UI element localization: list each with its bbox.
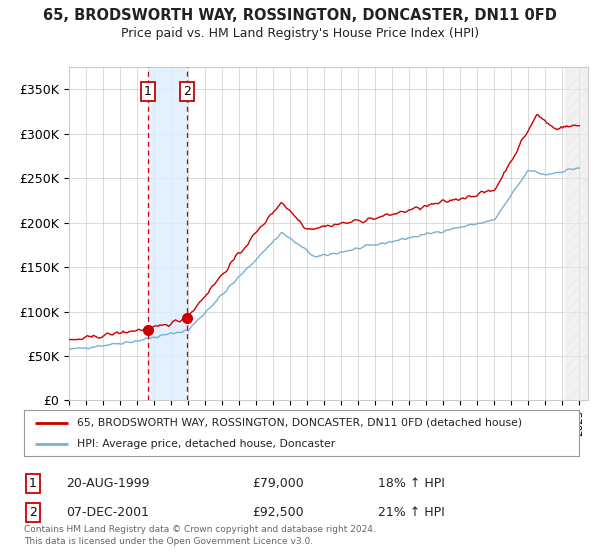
Text: 07-DEC-2001: 07-DEC-2001 bbox=[66, 506, 149, 519]
Text: £92,500: £92,500 bbox=[252, 506, 304, 519]
Text: 65, BRODSWORTH WAY, ROSSINGTON, DONCASTER, DN11 0FD (detached house): 65, BRODSWORTH WAY, ROSSINGTON, DONCASTE… bbox=[77, 418, 522, 428]
Text: £79,000: £79,000 bbox=[252, 477, 304, 490]
Text: 1: 1 bbox=[144, 85, 152, 97]
Bar bbox=[565, 67, 588, 400]
Text: 2: 2 bbox=[29, 506, 37, 519]
Text: 1: 1 bbox=[29, 477, 37, 490]
Text: HPI: Average price, detached house, Doncaster: HPI: Average price, detached house, Donc… bbox=[77, 439, 335, 449]
Text: 2: 2 bbox=[183, 85, 191, 97]
Text: 18% ↑ HPI: 18% ↑ HPI bbox=[378, 477, 445, 490]
Text: 65, BRODSWORTH WAY, ROSSINGTON, DONCASTER, DN11 0FD: 65, BRODSWORTH WAY, ROSSINGTON, DONCASTE… bbox=[43, 8, 557, 24]
Text: 20-AUG-1999: 20-AUG-1999 bbox=[66, 477, 149, 490]
Bar bbox=[148, 67, 187, 400]
Text: Contains HM Land Registry data © Crown copyright and database right 2024.
This d: Contains HM Land Registry data © Crown c… bbox=[24, 525, 376, 546]
Text: Price paid vs. HM Land Registry's House Price Index (HPI): Price paid vs. HM Land Registry's House … bbox=[121, 27, 479, 40]
Text: 21% ↑ HPI: 21% ↑ HPI bbox=[378, 506, 445, 519]
